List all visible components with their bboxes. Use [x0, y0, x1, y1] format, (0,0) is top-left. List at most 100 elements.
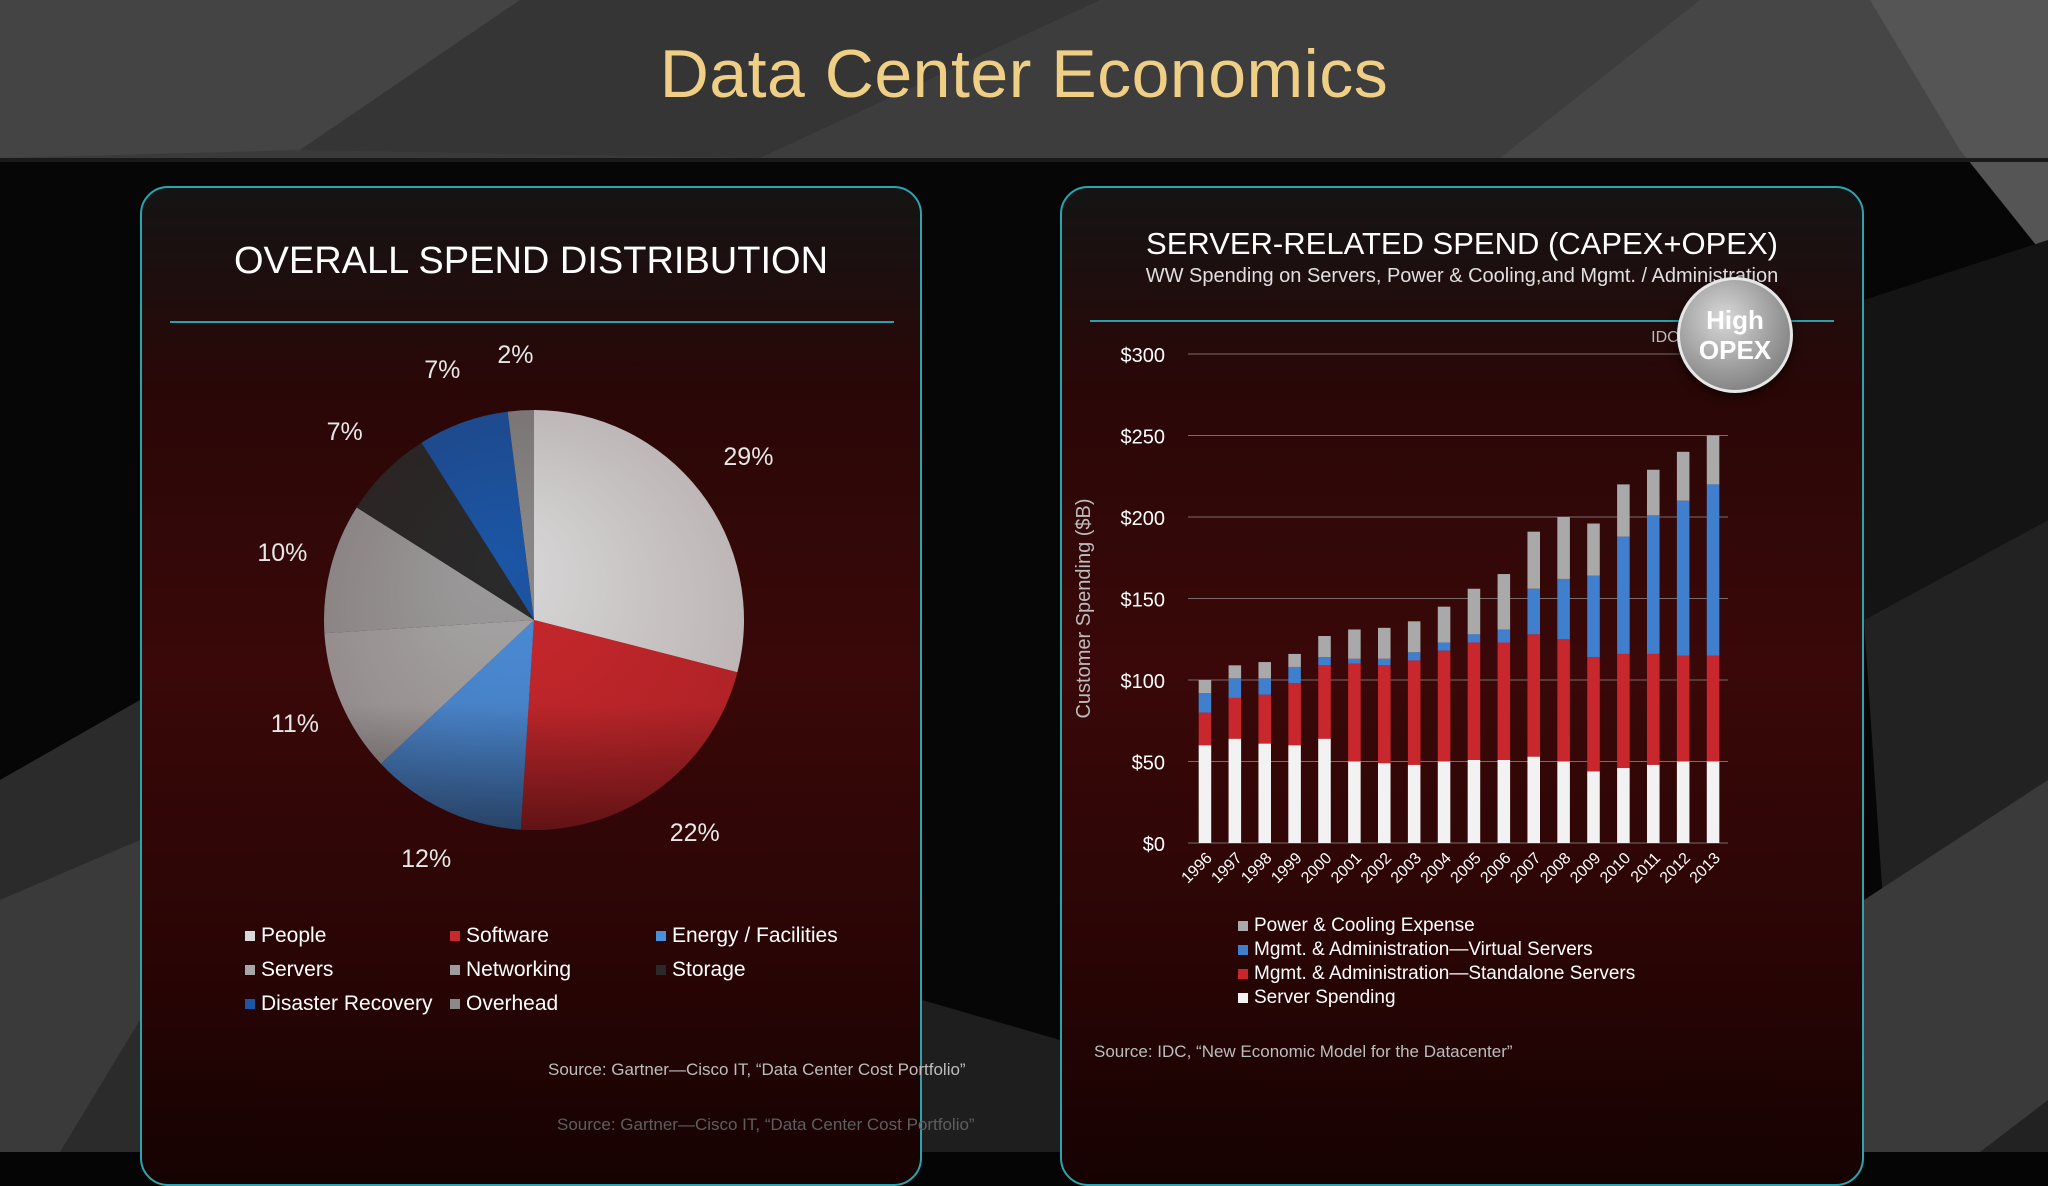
bar-mgmt-administration-standalone-servers-2003 [1407, 660, 1421, 765]
x-tick-label: 1996 [1179, 850, 1216, 887]
bar-power-cooling-expense-2013 [1706, 435, 1720, 485]
footer-source: Source: Gartner—Cisco IT, “Data Center C… [557, 1115, 975, 1134]
bar-mgmt-administration-standalone-servers-2006 [1497, 642, 1511, 760]
bar-power-cooling-expense-2002 [1378, 627, 1391, 659]
legend-label: Energy / Facilities [672, 924, 838, 947]
legend-swatch [656, 965, 666, 975]
bar-mgmt-administration-virtual-servers-2000 [1318, 657, 1331, 666]
bar-server-spending-2000 [1318, 738, 1331, 843]
pie-legend-item-software: Software [450, 924, 549, 948]
bar-power-cooling-expense-1996 [1198, 680, 1212, 694]
legend-label: Overhead [466, 992, 559, 1015]
legend-swatch [245, 931, 255, 941]
bar-mgmt-administration-standalone-servers-2001 [1348, 663, 1361, 762]
bar-power-cooling-expense-1999 [1288, 653, 1301, 667]
legend-swatch [1238, 921, 1248, 931]
x-tick-label: 2001 [1328, 850, 1365, 887]
bar-mgmt-administration-standalone-servers-2005 [1467, 642, 1481, 760]
x-tick-label: 2011 [1628, 850, 1664, 886]
bar-server-spending-2002 [1378, 763, 1391, 843]
y-tick-label: $300 [1121, 345, 1166, 367]
legend-swatch [1238, 969, 1248, 979]
y-tick-label: $150 [1121, 590, 1166, 612]
pie-legend-item-servers: Servers [245, 958, 333, 982]
legend-swatch [450, 931, 460, 941]
bar-mgmt-administration-standalone-servers-2007 [1527, 634, 1540, 757]
bar-server-spending-2007 [1527, 756, 1540, 843]
legend-label: People [261, 924, 327, 947]
bar-server-spending-2008 [1557, 761, 1570, 843]
right-panel-source: Source: IDC, “New Economic Model for the… [1094, 1042, 1513, 1061]
bar-server-spending-2012 [1676, 761, 1690, 843]
legend-label: Mgmt. & Administration—Standalone Server… [1254, 963, 1636, 984]
pie-label-servers: 11% [270, 710, 319, 739]
legend-label: Networking [466, 958, 572, 981]
y-tick-label: $100 [1121, 671, 1166, 693]
x-tick-label: 2005 [1448, 850, 1485, 887]
bar-mgmt-administration-standalone-servers-1996 [1198, 712, 1212, 746]
slide-title: Data Center Economics [659, 36, 1389, 112]
bar-mgmt-administration-standalone-servers-2013 [1706, 655, 1720, 762]
legend-swatch [450, 965, 460, 975]
pie-label-storage: 7% [326, 417, 363, 446]
bar-mgmt-administration-standalone-servers-2008 [1557, 639, 1570, 762]
bar-power-cooling-expense-2010 [1617, 484, 1630, 537]
legend-swatch [245, 965, 255, 975]
bar-mgmt-administration-standalone-servers-2010 [1617, 653, 1630, 769]
legend-swatch [656, 931, 666, 941]
bar-power-cooling-expense-2005 [1467, 588, 1481, 635]
bar-mgmt-administration-virtual-servers-1998 [1258, 678, 1271, 695]
legend-swatch [450, 999, 460, 1009]
x-tick-label: 1998 [1238, 850, 1275, 887]
bar-mgmt-administration-standalone-servers-1999 [1288, 683, 1301, 746]
bar-mgmt-administration-standalone-servers-2011 [1647, 653, 1660, 765]
x-tick-label: 2004 [1418, 850, 1455, 887]
right-panel-divider [1090, 320, 1834, 322]
title-bar: Data Center Economics [0, 0, 2048, 158]
bar-mgmt-administration-standalone-servers-2000 [1318, 665, 1331, 739]
legend-label: Server Spending [1254, 987, 1396, 1008]
x-tick-label: 2010 [1597, 850, 1634, 887]
bar-mgmt-administration-virtual-servers-1999 [1288, 666, 1301, 684]
bar-mgmt-administration-virtual-servers-2006 [1497, 629, 1511, 643]
bar-server-spending-2004 [1437, 761, 1451, 843]
bar-server-spending-2001 [1348, 761, 1361, 843]
legend-swatch [1238, 993, 1248, 1003]
bar-mgmt-administration-standalone-servers-2002 [1378, 665, 1391, 764]
bar-server-spending-1998 [1258, 743, 1271, 843]
bar-power-cooling-expense-1998 [1258, 662, 1271, 679]
bar-mgmt-administration-standalone-servers-2012 [1676, 655, 1690, 762]
bar-power-cooling-expense-2009 [1587, 523, 1600, 576]
bar-mgmt-administration-virtual-servers-2013 [1706, 484, 1720, 656]
legend-label: Storage [672, 958, 746, 981]
bar-mgmt-administration-virtual-servers-1996 [1198, 693, 1212, 713]
bar-mgmt-administration-virtual-servers-2004 [1437, 642, 1451, 651]
bar-power-cooling-expense-2007 [1527, 531, 1540, 589]
bar-power-cooling-expense-2008 [1557, 517, 1570, 579]
badge-line-2: OPEX [1698, 335, 1772, 365]
x-tick-label: 2013 [1687, 850, 1724, 887]
y-tick-label: $200 [1121, 508, 1166, 530]
bar-server-spending-2006 [1497, 759, 1511, 843]
x-tick-label: 2012 [1657, 850, 1694, 887]
y-tick-label: $0 [1143, 834, 1165, 856]
bar-power-cooling-expense-2006 [1497, 574, 1511, 630]
x-tick-label: 2002 [1358, 850, 1395, 887]
bar-mgmt-administration-virtual-servers-2012 [1676, 500, 1690, 656]
bar-power-cooling-expense-1997 [1228, 665, 1242, 679]
bar-server-spending-2013 [1706, 761, 1720, 843]
bar-power-cooling-expense-2000 [1318, 635, 1331, 658]
pie-legend-item-disaster-recovery: Disaster Recovery [245, 992, 433, 1016]
pie-label-networking: 10% [257, 539, 308, 568]
bar-mgmt-administration-virtual-servers-2010 [1617, 536, 1630, 654]
x-tick-label: 2007 [1507, 850, 1544, 887]
pie-label-energy-facilities: 12% [401, 844, 452, 873]
high-opex-badge: High OPEX [1677, 277, 1793, 393]
bar-mgmt-administration-virtual-servers-2007 [1527, 588, 1540, 635]
badge-line-1: High [1706, 305, 1764, 335]
bar-power-cooling-expense-2012 [1676, 451, 1690, 501]
y-tick-label: $250 [1121, 427, 1166, 449]
x-tick-label: 2006 [1477, 850, 1514, 887]
legend-label: Disaster Recovery [261, 992, 433, 1015]
bar-legend-item-mgmt-administration-virtual-servers: Mgmt. & Administration—Virtual Servers [1238, 939, 1593, 961]
